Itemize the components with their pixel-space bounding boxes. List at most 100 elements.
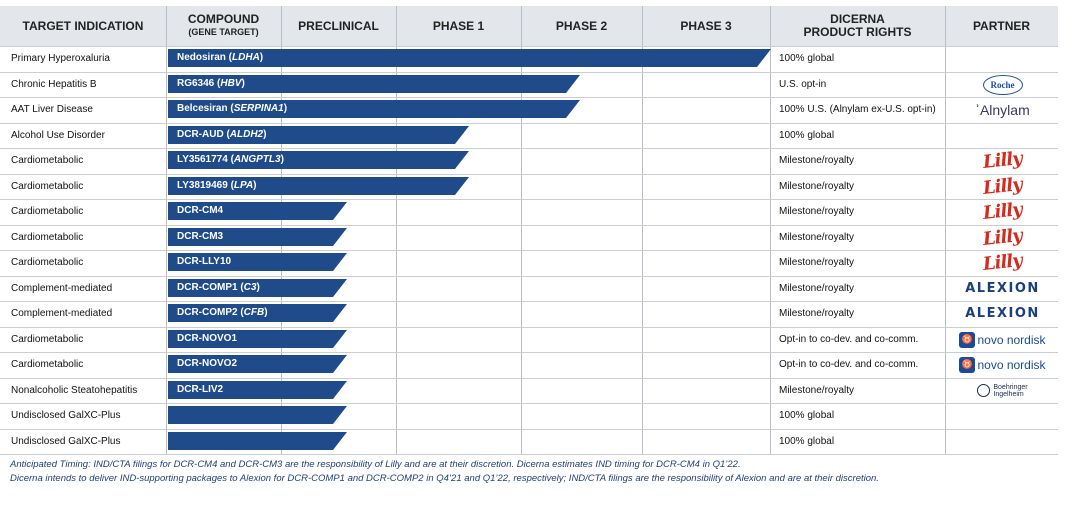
table-row: Cardiometabolic DCR-CM4 Milestone/royalty L…	[0, 199, 1058, 224]
gene-target: SERPINA1	[233, 103, 284, 114]
compound-name: DCR-LIV2	[177, 384, 224, 395]
pipeline-progress-bar: DCR-COMP2 (CFB)	[168, 304, 347, 322]
target-indication: Cardiometabolic	[11, 359, 84, 370]
column-divider	[166, 6, 167, 454]
progress-arrow-shape	[168, 49, 771, 67]
product-rights: U.S. opt-in	[779, 79, 827, 90]
target-indication: Complement-mediated	[11, 308, 113, 319]
alexion-logo-text: ALEXION	[965, 306, 1040, 321]
table-row: Undisclosed GalXC-Plus 100% global	[0, 403, 1058, 428]
roche-logo-mark: Roche	[982, 74, 1023, 95]
column-divider	[521, 6, 522, 454]
compound-name: DCR-LLY10	[177, 256, 232, 267]
alexion-logo: ALEXION	[947, 276, 1058, 301]
alnylam-logo-text: ʾAlnylam	[975, 101, 1030, 118]
header-product-rights: DICERNA PRODUCT RIGHTS	[803, 12, 912, 39]
pipeline-progress-bar: DCR-CM3	[168, 228, 347, 246]
progress-arrow-fill	[168, 177, 469, 195]
target-indication: Undisclosed GalXC-Plus	[11, 436, 121, 447]
compound-label: Nedosiran (LDHA)	[177, 52, 264, 63]
footnote-timing: Anticipated Timing: IND/CTA filings for …	[10, 459, 741, 470]
compound-label: DCR-AUD (ALDH2)	[177, 129, 267, 140]
progress-arrow-shape	[168, 355, 347, 373]
pipeline-progress-bar: DCR-NOVO1	[168, 330, 347, 348]
footnote-alexion: Dicerna intends to deliver IND-supportin…	[10, 473, 879, 484]
progress-arrow-fill	[168, 228, 347, 246]
progress-arrow-shape	[168, 177, 469, 195]
pipeline-progress-bar	[168, 406, 347, 424]
progress-arrow-fill	[168, 202, 347, 220]
header-target-indication: TARGET INDICATION	[22, 18, 144, 33]
lilly-logo: Lilly	[947, 174, 1058, 199]
pipeline-progress-bar: Belcesiran (SERPINA1)	[168, 100, 580, 118]
target-indication: Cardiometabolic	[11, 206, 84, 217]
compound-name: DCR-NOVO1	[177, 333, 238, 344]
compound-label: DCR-LLY10	[177, 253, 231, 271]
product-rights: 100% global	[779, 53, 835, 64]
column-divider	[642, 6, 643, 454]
progress-arrow-shape	[168, 151, 469, 169]
boehringer-ingelheim-logo: Boehringer Ingelheim	[947, 378, 1058, 403]
progress-arrow-fill	[168, 304, 347, 322]
target-indication: Chronic Hepatitis B	[11, 79, 97, 90]
compound-label: DCR-NOVO2	[177, 355, 237, 373]
product-rights: Opt-in to co-dev. and co-comm.	[779, 359, 919, 370]
lilly-logo: Lilly	[947, 148, 1058, 173]
row-divider	[0, 148, 1058, 149]
apis-bull-icon: ♉	[959, 356, 976, 373]
compound-label: LY3561774 (ANGPTL3)	[177, 154, 284, 165]
progress-arrow-fill	[168, 126, 469, 144]
pipeline-progress-bar: Nedosiran (LDHA)	[168, 49, 771, 67]
header-preclinical: PRECLINICAL	[298, 18, 379, 33]
progress-arrow-shape	[168, 330, 347, 348]
alexion-logo: ALEXION	[947, 301, 1058, 326]
product-rights: 100% U.S. (Alnylam ex-U.S. opt-in)	[779, 104, 936, 115]
compound-name: DCR-NOVO2	[177, 358, 238, 369]
compound-label: DCR-COMP1 (C3)	[177, 282, 260, 293]
compound-name: DCR-CM4	[177, 205, 224, 216]
row-divider	[0, 327, 1058, 328]
table-row: Cardiometabolic DCR-NOVO1 Opt-in to co-dev…	[0, 327, 1058, 352]
table-row: AAT Liver Disease Belcesiran (SERPINA1) 10…	[0, 97, 1058, 122]
progress-arrow-fill	[168, 151, 469, 169]
product-rights: Milestone/royalty	[779, 181, 855, 192]
gene-target: HBV	[220, 78, 242, 89]
table-row: Chronic Hepatitis B RG6346 (HBV) U.S. opt-…	[0, 72, 1058, 97]
row-divider	[0, 403, 1058, 404]
row-divider	[0, 123, 1058, 124]
gene-target: ANGPTL3	[233, 154, 281, 165]
partner-empty	[947, 123, 1058, 148]
gene-target: LPA	[233, 180, 254, 191]
target-indication: AAT Liver Disease	[11, 104, 93, 115]
gene-target: ALDH2	[229, 129, 264, 140]
header-phase2: PHASE 2	[555, 18, 608, 33]
pipeline-progress-bar: DCR-LIV2	[168, 381, 347, 399]
alnylam-logo: ʾAlnylam	[947, 97, 1058, 122]
table-row: Cardiometabolic LY3819469 (LPA) Milestone/…	[0, 174, 1058, 199]
gene-target: CFB	[243, 307, 265, 318]
row-divider	[0, 429, 1058, 430]
gene-target: C3	[243, 282, 257, 293]
novo-nordisk-logo: ♉ novo nordisk	[947, 352, 1058, 377]
lilly-logo-text: Lilly	[982, 148, 1023, 173]
compound-label: DCR-CM4	[177, 202, 223, 220]
header-compound: COMPOUND (GENE TARGET)	[187, 12, 260, 38]
product-rights: Milestone/royalty	[779, 155, 855, 166]
progress-arrow-fill	[168, 100, 580, 118]
product-rights: Milestone/royalty	[779, 308, 855, 319]
lilly-logo: Lilly	[947, 225, 1058, 250]
column-divider	[945, 6, 946, 454]
target-indication: Primary Hyperoxaluria	[11, 53, 110, 64]
progress-arrow-shape	[168, 432, 347, 450]
table-row: Alcohol Use Disorder DCR-AUD (ALDH2) 100% …	[0, 123, 1058, 148]
lilly-logo-text: Lilly	[982, 250, 1023, 275]
compound-name: LY3819469	[177, 180, 228, 191]
progress-arrow-fill	[168, 355, 347, 373]
row-divider	[0, 301, 1058, 302]
target-indication: Cardiometabolic	[11, 334, 84, 345]
apis-bull-icon: ♉	[959, 331, 976, 348]
product-rights: 100% global	[779, 130, 835, 141]
row-divider	[0, 97, 1058, 98]
table-row: Undisclosed GalXC-Plus 100% global	[0, 429, 1058, 454]
column-divider	[770, 6, 771, 454]
